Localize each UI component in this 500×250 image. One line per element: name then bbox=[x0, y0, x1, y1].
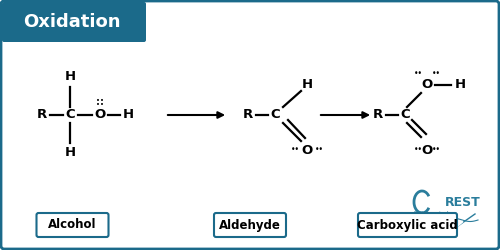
FancyBboxPatch shape bbox=[36, 213, 109, 237]
Text: ••: •• bbox=[290, 146, 300, 154]
FancyBboxPatch shape bbox=[2, 2, 146, 42]
Text: ••: •• bbox=[314, 146, 324, 154]
Text: R: R bbox=[243, 108, 253, 122]
Text: Olympiads: Olympiads bbox=[418, 212, 452, 216]
Text: REST: REST bbox=[445, 196, 481, 208]
Text: ••: •• bbox=[96, 102, 104, 108]
FancyBboxPatch shape bbox=[214, 213, 286, 237]
Text: H: H bbox=[64, 146, 76, 160]
Text: H: H bbox=[454, 78, 466, 92]
Text: ••: •• bbox=[414, 68, 422, 78]
Text: Oxidation: Oxidation bbox=[23, 13, 121, 31]
Text: ••: •• bbox=[432, 68, 440, 78]
Text: Alcohol: Alcohol bbox=[48, 218, 97, 232]
Text: C: C bbox=[400, 108, 410, 122]
Text: R: R bbox=[37, 108, 47, 122]
Text: Carboxylic acid: Carboxylic acid bbox=[357, 218, 458, 232]
Text: C: C bbox=[270, 108, 280, 122]
Text: O: O bbox=[422, 144, 432, 156]
Text: H: H bbox=[64, 70, 76, 84]
Text: ••: •• bbox=[432, 146, 440, 154]
FancyBboxPatch shape bbox=[358, 213, 457, 237]
Text: O: O bbox=[422, 78, 432, 92]
Text: C: C bbox=[65, 108, 75, 122]
Text: H: H bbox=[302, 78, 312, 92]
Text: H: H bbox=[122, 108, 134, 122]
Text: R: R bbox=[373, 108, 383, 122]
Text: O: O bbox=[94, 108, 106, 122]
Text: Aldehyde: Aldehyde bbox=[219, 218, 281, 232]
Text: O: O bbox=[302, 144, 312, 156]
Text: ••: •• bbox=[96, 98, 104, 104]
Text: ••: •• bbox=[414, 146, 422, 154]
